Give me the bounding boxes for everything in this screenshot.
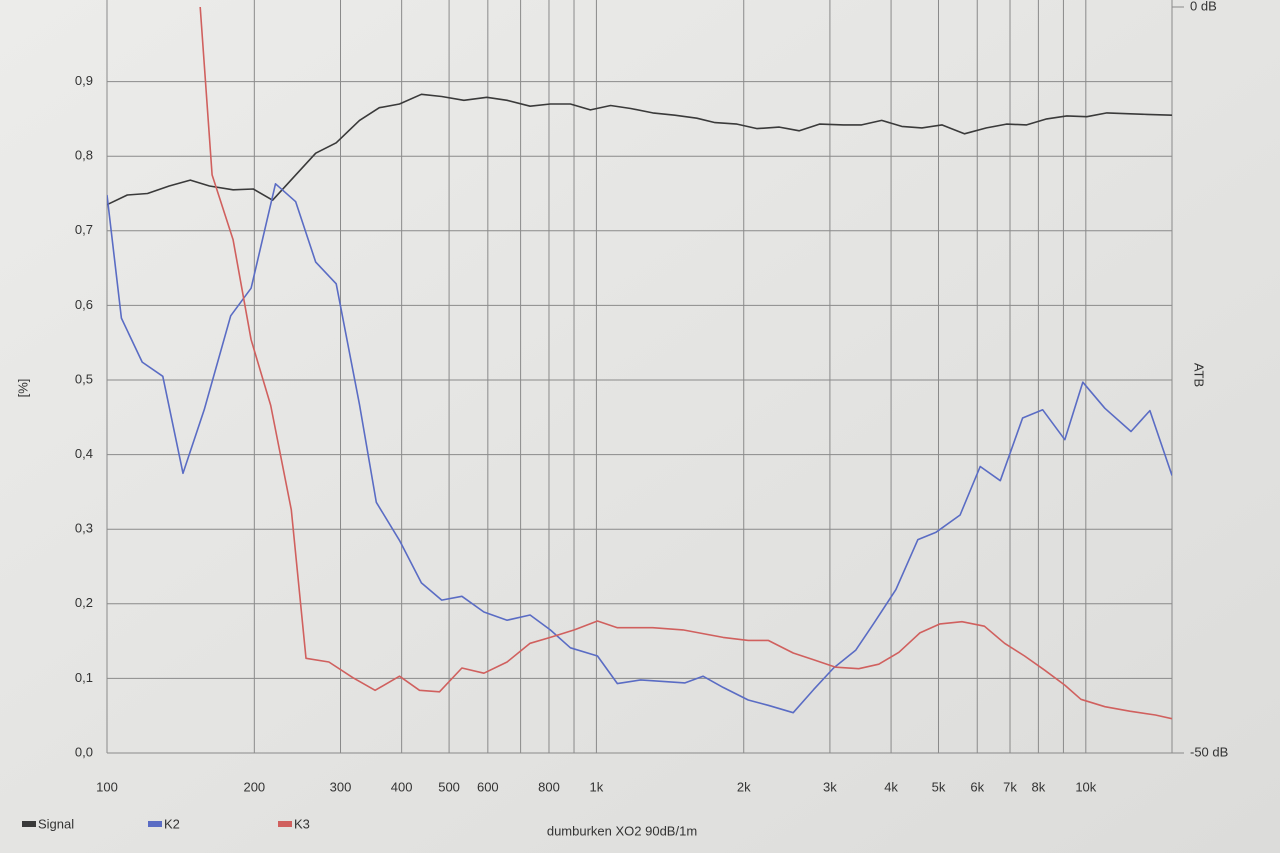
y-tick-label: 0,4	[75, 446, 93, 461]
x-tick-label: 2k	[737, 779, 751, 794]
legend-label: K2	[164, 816, 180, 831]
x-tick-label: 200	[243, 779, 265, 794]
x-tick-label: 6k	[970, 779, 984, 794]
grid	[106, 0, 1184, 754]
legend-swatch	[22, 821, 36, 827]
legend-swatch	[148, 821, 162, 827]
y-tick-label: 0,7	[75, 222, 93, 237]
y-tick-label: 0,2	[75, 595, 93, 610]
series-line	[107, 183, 1172, 714]
x-tick-label: 4k	[884, 779, 898, 794]
legend-swatch	[278, 821, 292, 827]
y-tick-label: 0,5	[75, 371, 93, 386]
y2-tick-label: 0 dB	[1190, 0, 1217, 13]
x-tick-label: 10k	[1075, 779, 1096, 794]
plot-area	[107, 6, 1172, 720]
y2-tick-label: -50 dB	[1190, 744, 1228, 759]
x-tick-label: 300	[330, 779, 352, 794]
x-tick-label: 100	[96, 779, 118, 794]
x-tick-label: 7k	[1003, 779, 1017, 794]
legend-label: K3	[294, 816, 310, 831]
series-line	[107, 93, 1172, 206]
series-line	[199, 6, 1172, 720]
caption: dumburken XO2 90dB/1m	[547, 823, 697, 838]
y-tick-label: 0,0	[75, 744, 93, 759]
x-tick-label: 600	[477, 779, 499, 794]
x-tick-label: 5k	[932, 779, 946, 794]
x-tick-label: 8k	[1032, 779, 1046, 794]
x-tick-label: 400	[391, 779, 413, 794]
legend-label: Signal	[38, 816, 74, 831]
x-tick-label: 1k	[590, 779, 604, 794]
x-tick-label: 800	[538, 779, 560, 794]
y-tick-label: 0,9	[75, 73, 93, 88]
x-tick-label: 3k	[823, 779, 837, 794]
y-tick-label: 0,1	[75, 670, 93, 685]
y-tick-label: 0,8	[75, 148, 93, 163]
x-tick-label: 500	[438, 779, 460, 794]
y-tick-label: 0,6	[75, 297, 93, 312]
y2-axis-label: ATB	[1192, 363, 1207, 387]
y-axis-label: [%]	[15, 379, 30, 398]
labels: 0,0 0,1 0,2 0,3 0,4 0,5 0,6 0,7 0,8 0,9 -50 dB 0 dB…	[22, 0, 1228, 831]
y-tick-label: 0,3	[75, 521, 93, 536]
